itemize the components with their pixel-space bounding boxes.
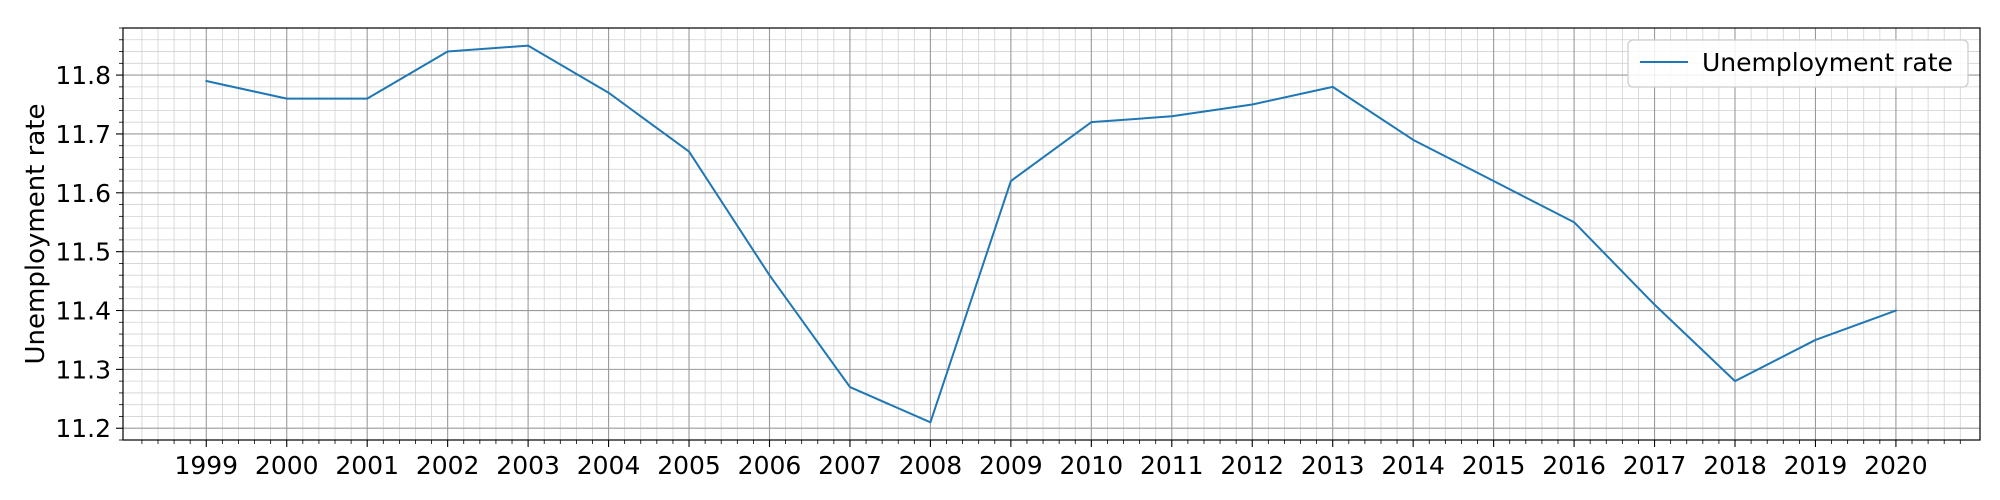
- x-tick-label: 2016: [1542, 451, 1606, 480]
- major-grid: [123, 28, 1980, 440]
- data-point: [929, 421, 931, 423]
- x-tick-label: 2012: [1220, 451, 1284, 480]
- y-tick-label: 11.7: [55, 120, 111, 149]
- data-point: [1412, 139, 1414, 141]
- x-tick-label: 2014: [1381, 451, 1445, 480]
- data-point: [1654, 304, 1656, 306]
- data-point: [447, 51, 449, 53]
- data-point: [1171, 115, 1173, 117]
- data-point: [688, 151, 690, 153]
- data-point: [1332, 86, 1334, 88]
- x-tick-label: 2000: [255, 451, 319, 480]
- x-tick-label: 2011: [1140, 451, 1204, 480]
- x-tick-label: 2018: [1703, 451, 1767, 480]
- plot-background: [123, 28, 1980, 440]
- x-tick-label: 2017: [1623, 451, 1687, 480]
- data-point: [1734, 380, 1736, 382]
- y-tick-label: 11.8: [55, 61, 111, 90]
- y-tick-label: 11.6: [55, 179, 111, 208]
- legend-label: Unemployment rate: [1702, 48, 1953, 77]
- y-tick-label: 11.2: [55, 414, 111, 443]
- legend-box: [1627, 39, 1969, 88]
- data-point: [1573, 221, 1575, 223]
- y-tick-label: 11.4: [55, 297, 111, 326]
- x-tick-label: 2020: [1864, 451, 1928, 480]
- plot-frame: [122, 27, 1981, 441]
- data-point: [286, 98, 288, 100]
- x-tick-label: 2005: [657, 451, 721, 480]
- x-tick-label: 2015: [1462, 451, 1526, 480]
- series-layer: [205, 44, 1897, 424]
- x-tick-label: 2019: [1784, 451, 1848, 480]
- legend: Unemployment rate: [1627, 39, 1969, 88]
- data-point: [1814, 339, 1816, 341]
- x-tick-label: 2010: [1060, 451, 1124, 480]
- y-axis: 11.2 11.3 11.4 11.5 11.6 11.7 11.8: [55, 27, 123, 443]
- data-point: [527, 45, 529, 47]
- x-axis: 1999 2000 2001 2002 2003 2004 2005 2006 2007 2008…: [141, 440, 1961, 480]
- series-line: [205, 44, 1897, 424]
- data-point: [1493, 180, 1495, 182]
- x-tick-label: 2009: [979, 451, 1043, 480]
- data-point: [1251, 104, 1253, 106]
- data-point: [1895, 310, 1897, 312]
- x-tick-label: 2007: [818, 451, 882, 480]
- data-point: [1090, 121, 1092, 123]
- data-point: [768, 274, 770, 276]
- y-tick-label: 11.3: [55, 355, 111, 384]
- x-tick-label: 1999: [174, 451, 238, 480]
- x-tick-label: 2004: [577, 451, 641, 480]
- x-tick-label: 2006: [738, 451, 802, 480]
- data-point: [205, 80, 207, 82]
- x-tick-label: 2001: [335, 451, 399, 480]
- x-tick-label: 2013: [1301, 451, 1365, 480]
- x-tick-label: 2003: [496, 451, 560, 480]
- x-tick-label: 2008: [899, 451, 963, 480]
- data-point: [608, 92, 610, 94]
- data-point: [1010, 180, 1012, 182]
- data-point: [366, 98, 368, 100]
- x-tick-label: 2002: [416, 451, 480, 480]
- y-axis-label: Unemployment rate: [21, 104, 51, 365]
- data-point: [849, 386, 851, 388]
- y-tick-label: 11.5: [55, 238, 111, 267]
